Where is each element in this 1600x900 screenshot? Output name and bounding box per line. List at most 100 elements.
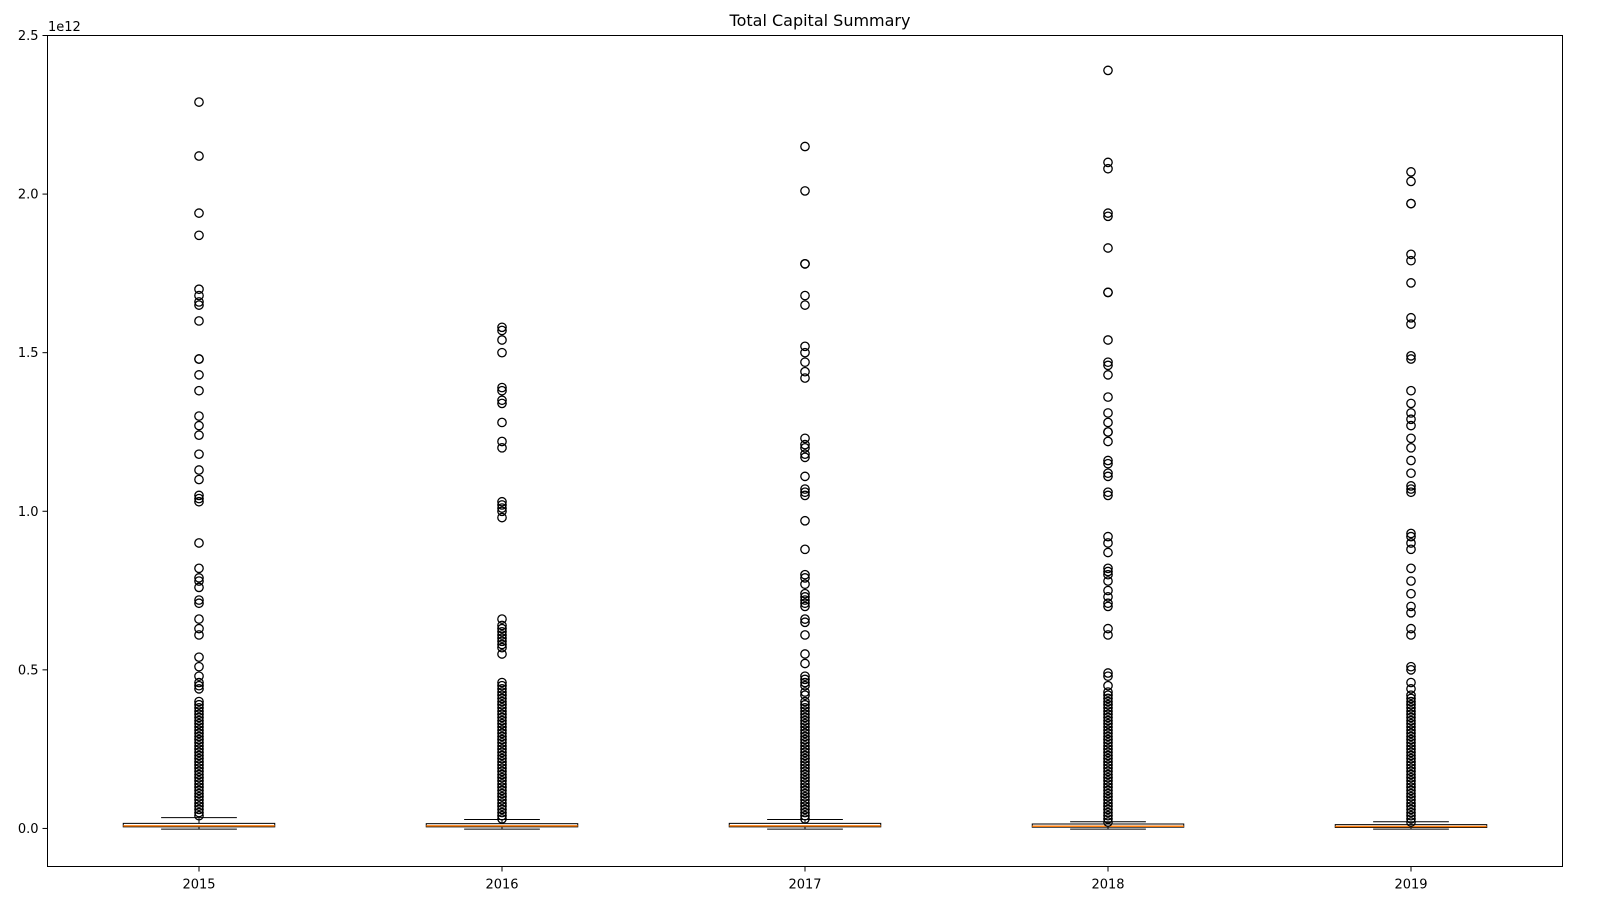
outlier-point (194, 801, 204, 812)
outlier-point (800, 357, 810, 368)
outlier-point (1103, 287, 1113, 298)
outlier-point (194, 760, 204, 770)
outlier-point (497, 750, 507, 761)
outlier-point (1406, 278, 1416, 288)
outlier-point (800, 801, 810, 812)
outlier-point (1406, 760, 1416, 770)
y-tick-label-3: 1.5 (18, 346, 39, 361)
outlier-point (194, 430, 204, 440)
outlier-point (1406, 741, 1416, 751)
outlier-point (1406, 665, 1416, 675)
outlier-point (800, 766, 810, 777)
outlier-point (1103, 766, 1113, 777)
outlier-point (497, 442, 507, 453)
outlier-point (800, 677, 810, 688)
x-tick-label-0: 2015 (182, 878, 215, 893)
outlier-point (194, 316, 204, 326)
x-tick-label-3: 2018 (1091, 878, 1124, 893)
outlier-point (194, 474, 204, 485)
box-2019 (1334, 167, 1488, 830)
outlier-point (497, 614, 507, 624)
outlier-point (194, 807, 204, 818)
outlier-point (1103, 163, 1113, 174)
outlier-point (1103, 693, 1113, 704)
outlier-point (1103, 157, 1113, 168)
box-2015 (122, 97, 276, 830)
outlier-point (1103, 471, 1113, 482)
outlier-point (800, 785, 810, 796)
outlier-point (497, 772, 507, 783)
outlier-point (800, 439, 810, 450)
outlier-point (194, 449, 204, 460)
outlier-point (194, 576, 204, 586)
outlier-point (194, 652, 204, 663)
outlier-point (800, 788, 810, 799)
outlier-point (1103, 243, 1113, 253)
outlier-point (497, 335, 507, 345)
outlier-point (1406, 442, 1416, 453)
outlier-point (194, 411, 204, 421)
outlier-point (800, 649, 810, 659)
y-tick-label-1: 0.5 (18, 663, 39, 678)
outlier-point (1103, 436, 1113, 447)
outlier-point (1406, 703, 1416, 713)
outlier-point (1103, 569, 1113, 580)
outlier-point (1103, 601, 1113, 612)
outlier-point (1103, 798, 1113, 808)
outlier-point (1406, 722, 1416, 732)
outlier-point (1406, 690, 1416, 701)
box-plot-series (122, 65, 1488, 830)
outlier-point (1406, 718, 1416, 729)
outlier-point (1103, 630, 1113, 640)
outlier-point (1103, 211, 1113, 222)
outlier-point (1103, 763, 1113, 774)
outlier-point (497, 512, 507, 523)
outlier-point (1103, 487, 1113, 498)
outlier-point (1103, 408, 1113, 418)
x-tick-label-4: 2019 (1394, 878, 1427, 893)
outlier-point (497, 696, 507, 707)
outlier-point (1406, 319, 1416, 329)
outlier-point (800, 141, 810, 152)
outlier-point (1406, 563, 1416, 574)
outlier-point (1406, 804, 1416, 815)
outlier-point (1406, 788, 1416, 799)
outlier-point (497, 737, 507, 748)
outlier-point (194, 709, 204, 720)
outlier-point (194, 696, 204, 707)
outlier-point (497, 496, 507, 507)
outlier-point (1406, 734, 1416, 745)
outlier-point (1103, 65, 1113, 76)
outlier-point (1406, 487, 1416, 498)
outlier-point (800, 706, 810, 716)
outlier-point (194, 715, 204, 726)
outlier-point (1406, 414, 1416, 425)
outlier-point (800, 579, 810, 590)
outlier-point (497, 763, 507, 774)
outlier-point (1103, 598, 1113, 609)
outlier-point (1406, 455, 1416, 466)
box-2016 (425, 322, 579, 830)
outlier-point (1103, 741, 1113, 751)
outlier-point (1103, 756, 1113, 767)
outlier-point (497, 398, 507, 409)
outlier-point (800, 471, 810, 482)
outlier-point (1103, 357, 1113, 368)
outlier-point (800, 696, 810, 707)
outlier-point (497, 769, 507, 780)
outlier-point (194, 804, 204, 815)
outlier-point (194, 810, 204, 821)
outlier-point (800, 791, 810, 802)
outlier-point (1103, 785, 1113, 796)
outlier-point (497, 798, 507, 808)
outlier-point (800, 804, 810, 815)
outlier-point (1103, 563, 1113, 574)
outlier-point (194, 782, 204, 793)
outlier-point (1406, 817, 1416, 827)
outlier-point (800, 490, 810, 501)
outlier-point (497, 785, 507, 796)
outlier-point (800, 725, 810, 735)
outlier-point (800, 452, 810, 463)
outlier-point (800, 715, 810, 726)
outlier-point (1103, 715, 1113, 726)
